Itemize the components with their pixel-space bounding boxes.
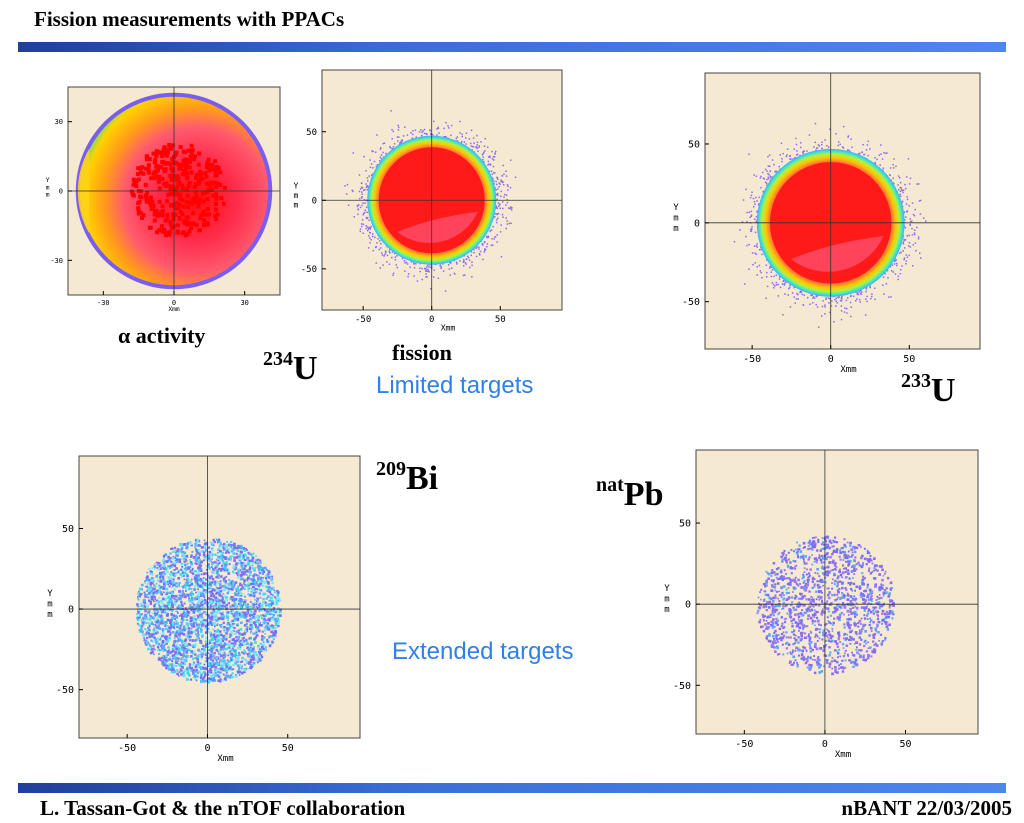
y-tick-label: -50 [301, 265, 317, 275]
limited-targets-label: Limited targets [376, 372, 534, 399]
footer-event-date: nBANT 22/03/2005 [841, 796, 1012, 820]
fission-label: fission [392, 340, 452, 365]
footer-collaboration: L. Tassan-Got & the nTOF collaboration [40, 796, 406, 820]
x-tick-label: 30 [240, 299, 248, 307]
y-tick-label: 0 [59, 187, 63, 195]
x-tick-label: -50 [118, 743, 136, 754]
y-tick-label: 50 [679, 519, 691, 530]
plot-area [78, 455, 361, 739]
y-tick-label: 0 [685, 600, 691, 611]
x-axis-label: Xmm [441, 323, 456, 333]
bi209-isotope-label: 209Bi [376, 458, 439, 497]
x-tick-label: 50 [282, 743, 294, 754]
x-tick-label: 50 [903, 354, 915, 365]
y-tick-label: 30 [55, 118, 63, 126]
extended-targets-label: Extended targets [392, 638, 574, 665]
y-tick-label: 50 [306, 128, 317, 138]
top-accent-bar [18, 42, 1006, 52]
y-tick-label: -30 [50, 257, 63, 265]
x-tick-label: -50 [735, 739, 753, 750]
x-tick-label: 0 [828, 354, 834, 365]
x-axis-label: Xmm [217, 754, 233, 764]
page-title: Fission measurements with PPACs [34, 7, 345, 31]
target-spot [136, 537, 282, 684]
x-axis-label: Xmm [168, 306, 180, 313]
x-axis-label: Xmm [835, 750, 851, 760]
y-tick-label: -50 [56, 685, 74, 696]
x-tick-label: 0 [822, 739, 828, 750]
u234-isotope-label: 234U [263, 348, 318, 387]
y-tick-label: 0 [68, 605, 74, 616]
y-tick-label: 0 [694, 218, 700, 229]
x-tick-label: 0 [429, 315, 434, 325]
y-tick-label: -50 [682, 297, 700, 308]
x-tick-label: -30 [97, 299, 110, 307]
u233-isotope-label: 233U [901, 370, 956, 409]
plot-area [695, 449, 979, 735]
natpb-isotope-label: natPb [596, 474, 664, 513]
y-tick-label: 50 [688, 139, 700, 150]
x-axis-label: Xmm [840, 365, 856, 375]
x-tick-label: -50 [743, 354, 761, 365]
x-tick-label: 50 [495, 315, 506, 325]
x-tick-label: 0 [172, 299, 176, 307]
x-tick-label: 50 [899, 739, 911, 750]
bottom-accent-bar [18, 783, 1006, 793]
y-tick-label: -50 [673, 681, 691, 692]
x-tick-label: 0 [204, 743, 210, 754]
y-tick-label: 0 [312, 196, 317, 206]
plot-area [321, 69, 563, 311]
alpha-activity-label: α activity [118, 323, 206, 348]
x-tick-label: -50 [355, 315, 371, 325]
y-tick-label: 50 [62, 524, 74, 535]
